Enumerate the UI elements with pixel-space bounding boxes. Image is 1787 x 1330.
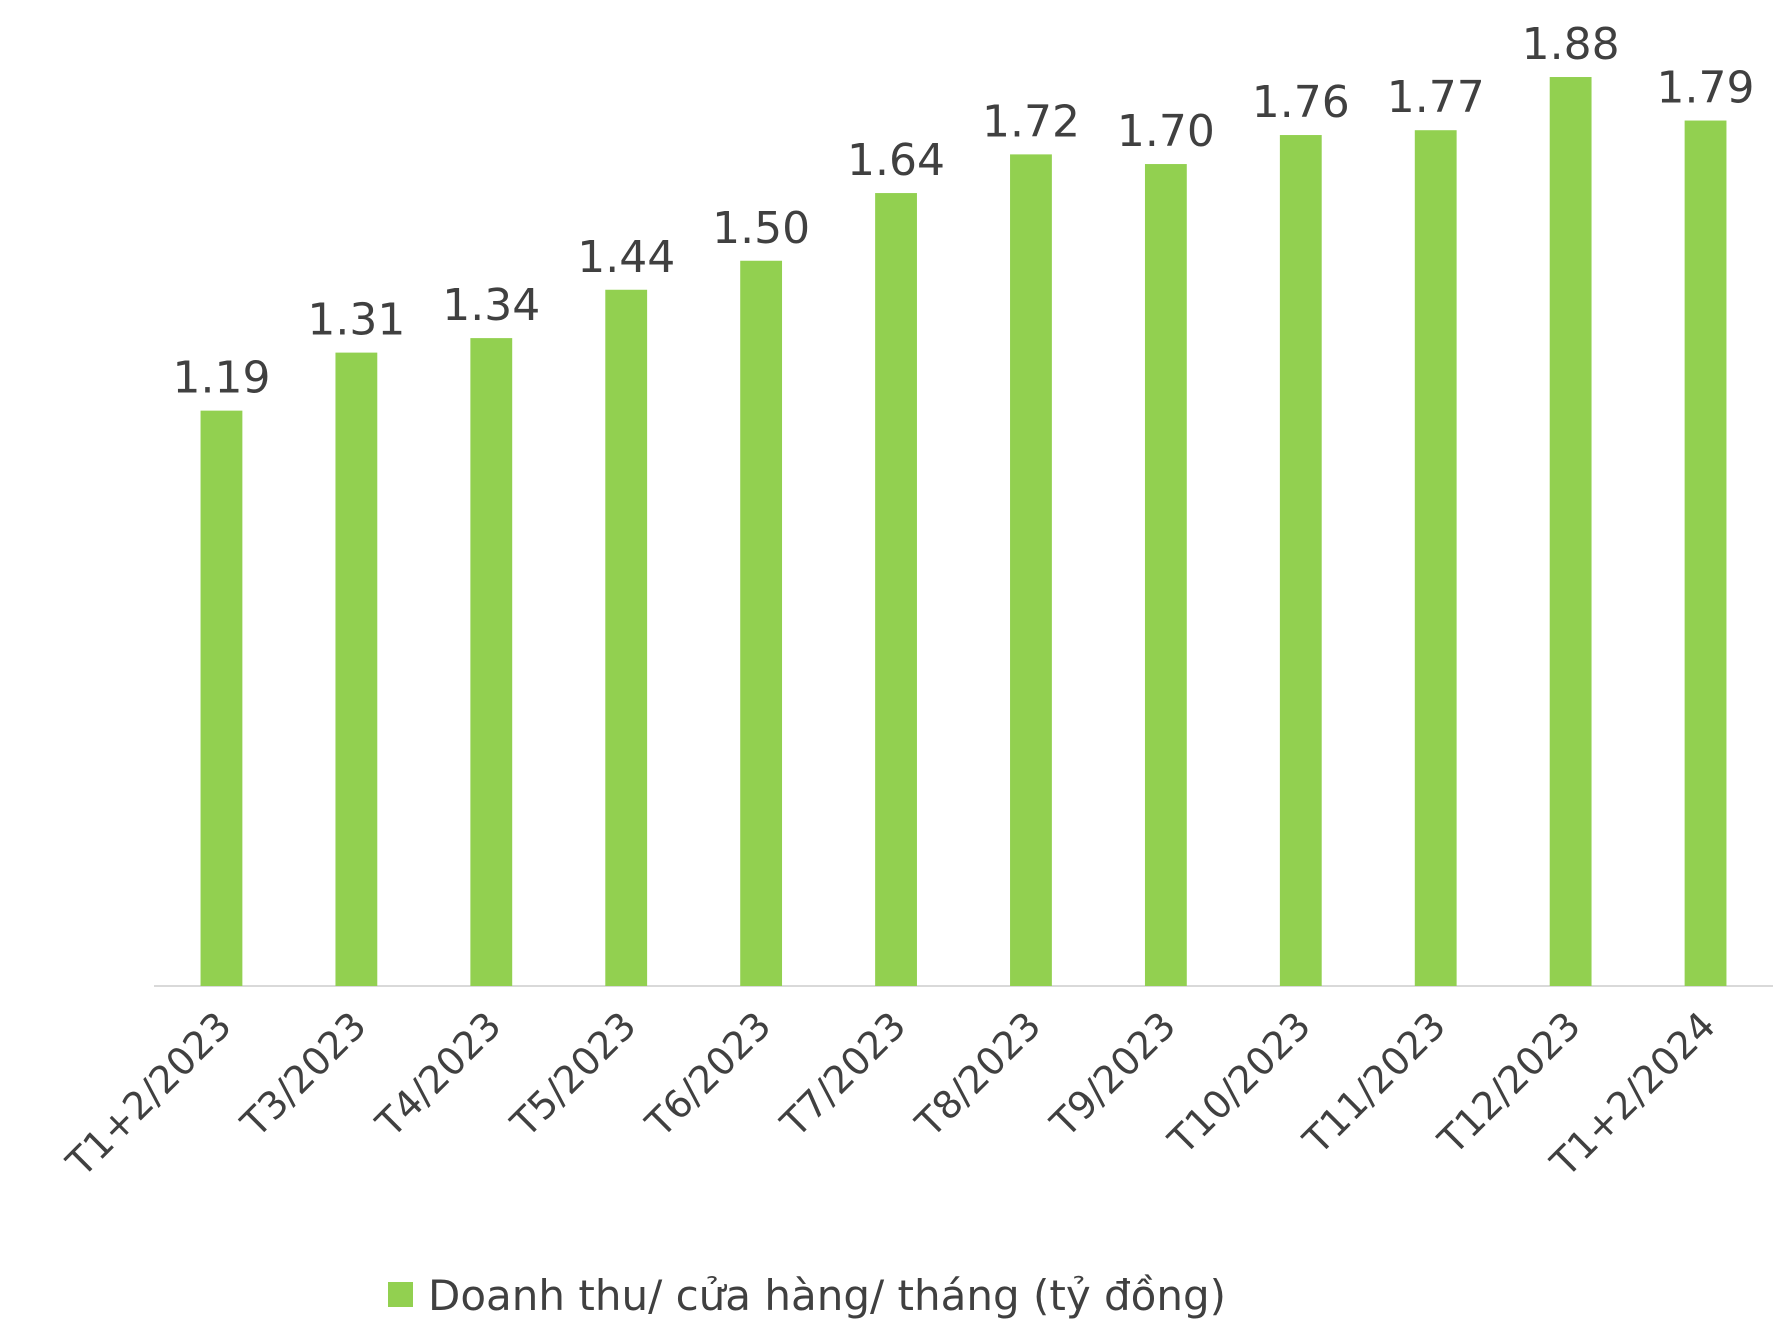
bar <box>1549 77 1592 986</box>
data-label: 1.70 <box>1117 106 1215 157</box>
data-label: 1.79 <box>1657 63 1755 114</box>
bar <box>1279 135 1322 987</box>
bar <box>335 352 378 986</box>
x-tick-label: T10/2023 <box>1159 1003 1319 1163</box>
data-label: 1.76 <box>1252 77 1350 128</box>
x-tick-label: T11/2023 <box>1294 1003 1454 1163</box>
bar <box>740 260 783 986</box>
bar <box>1144 164 1187 987</box>
data-label: 1.19 <box>172 353 270 404</box>
data-label: 1.50 <box>712 203 810 254</box>
x-tick-label: T6/2023 <box>637 1003 780 1146</box>
legend-swatch <box>388 1282 413 1307</box>
legend-label: Doanh thu/ cửa hàng/ tháng (tỷ đồng) <box>428 1271 1226 1320</box>
x-tick-label: T8/2023 <box>907 1003 1050 1146</box>
data-label: 1.77 <box>1387 72 1485 123</box>
data-label: 1.34 <box>442 280 540 331</box>
x-tick-label: T1+2/2023 <box>57 1003 239 1185</box>
bar <box>1010 154 1052 986</box>
data-label: 1.31 <box>307 295 405 346</box>
data-label: 1.72 <box>982 96 1080 147</box>
x-tick-label: T9/2023 <box>1041 1003 1184 1146</box>
x-tick-label: T3/2023 <box>232 1003 375 1146</box>
bar <box>1684 120 1727 986</box>
data-label: 1.44 <box>577 232 675 283</box>
bar <box>470 338 513 986</box>
x-tick-label: T7/2023 <box>772 1003 915 1146</box>
x-tick-label: T4/2023 <box>367 1003 510 1146</box>
bar <box>1414 130 1457 986</box>
x-tick-label: T5/2023 <box>502 1003 645 1146</box>
bar <box>875 193 917 986</box>
data-label: 1.64 <box>847 135 945 186</box>
data-label: 1.88 <box>1522 19 1620 70</box>
bar <box>200 410 243 986</box>
bar <box>605 289 648 986</box>
